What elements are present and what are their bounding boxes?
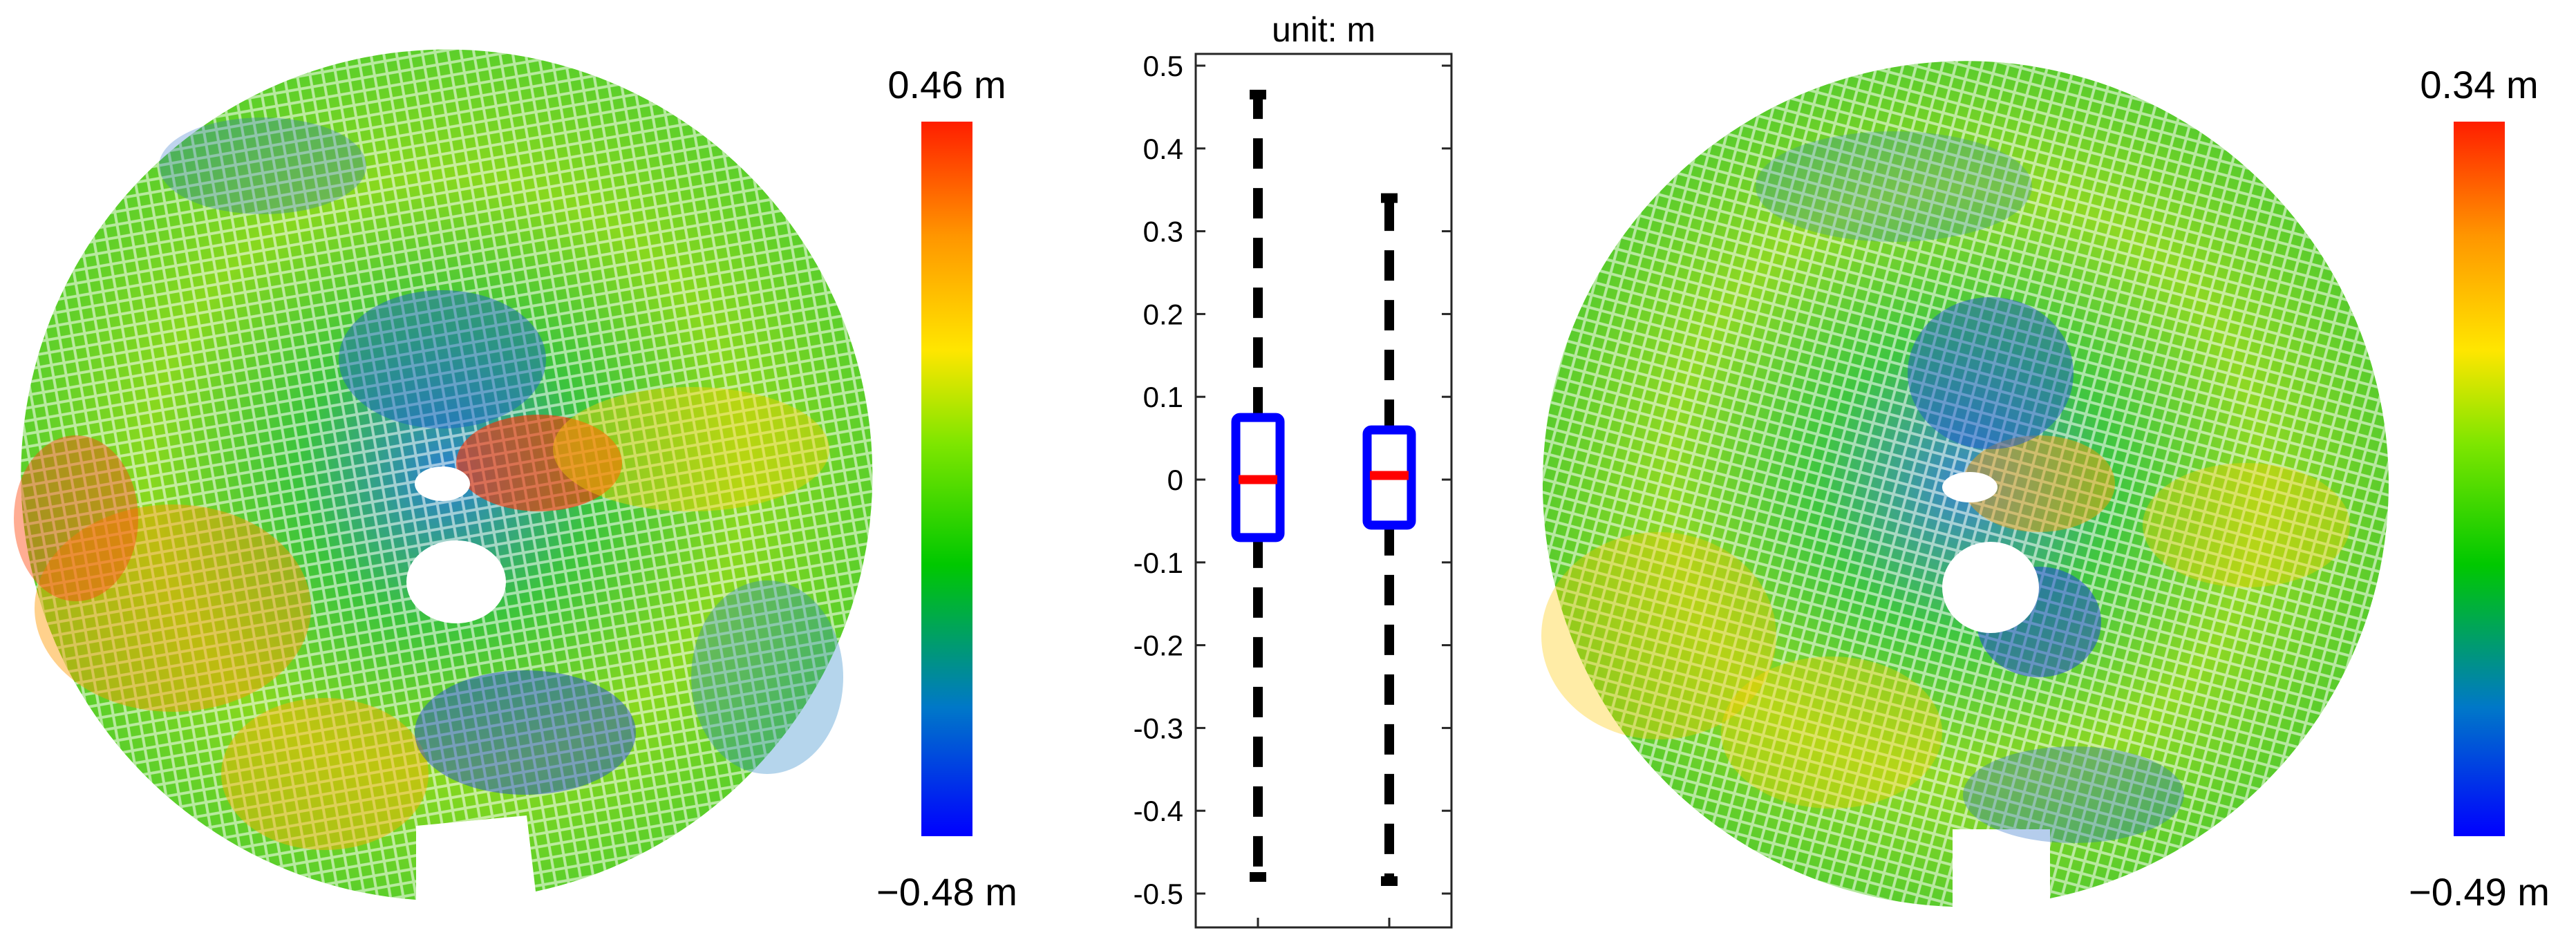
y-tick-label: -0.3: [1134, 712, 1183, 744]
right-colorbar: 0.34 m −0.49 m: [2409, 63, 2550, 914]
right-colorbar-min-label: −0.49 m: [2409, 870, 2550, 914]
plot-frame: [1194, 53, 1453, 929]
left-colorbar: 0.46 m −0.48 m: [876, 63, 1017, 914]
box-plot: unit: m -0.5 -0.4 -0.3 -0.2 -0.1 0 0.1 0.2 0.3 0.…: [1134, 10, 1453, 929]
y-tick-label: -0.5: [1134, 878, 1183, 910]
boxes: [1231, 89, 1416, 927]
y-tick-label: 0.5: [1143, 50, 1183, 82]
y-tick-label: 0.1: [1143, 381, 1183, 413]
y-tick-label: -0.2: [1134, 630, 1183, 662]
left-colorbar-max-label: 0.46 m: [887, 63, 1006, 106]
left-colorbar-min-label: −0.48 m: [876, 870, 1017, 914]
y-tick-label: 0.4: [1143, 133, 1183, 165]
left-deformation-map: [14, 49, 873, 900]
y-tick-label: -0.1: [1134, 547, 1183, 579]
chart-title: unit: m: [1272, 10, 1375, 49]
y-tick-label: 0.3: [1143, 216, 1183, 248]
y-tick-label: 0: [1167, 464, 1183, 496]
y-axis: -0.5 -0.4 -0.3 -0.2 -0.1 0 0.1 0.2 0.3 0.4 0.5: [1134, 50, 1451, 910]
y-tick-label: 0.2: [1143, 298, 1183, 330]
left-colorbar-gradient: [921, 122, 972, 836]
right-colorbar-max-label: 0.34 m: [2420, 63, 2538, 106]
y-tick-label: -0.4: [1134, 795, 1183, 827]
right-colorbar-gradient: [2454, 122, 2505, 836]
right-deformation-map: [1541, 61, 2389, 907]
